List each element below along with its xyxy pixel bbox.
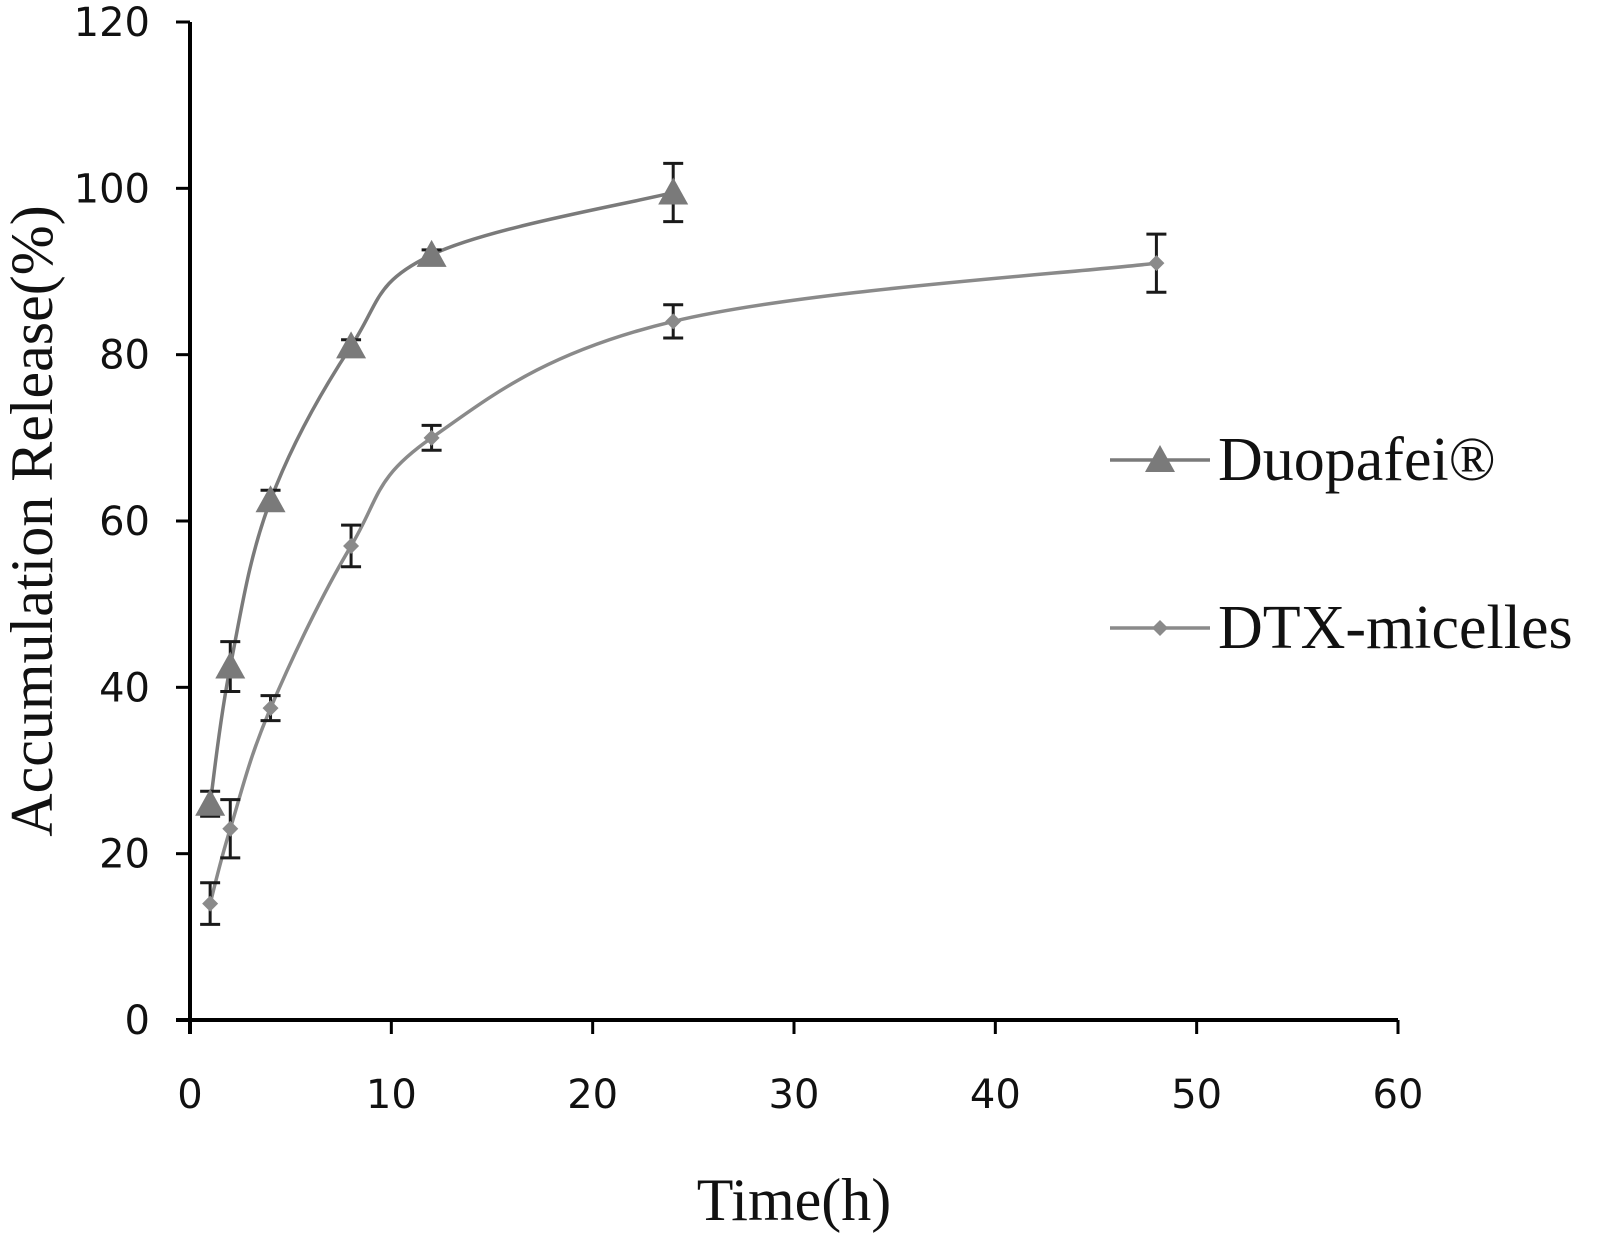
legend-marker	[1152, 620, 1168, 636]
y-tick-label: 0	[125, 998, 150, 1044]
series-2	[200, 232, 1167, 926]
y-tick-label: 40	[99, 665, 150, 711]
legend: Duopafei® DTX-micelles	[1110, 426, 1573, 662]
data-point	[416, 239, 447, 267]
x-tick-label: 20	[567, 1072, 618, 1118]
x-tick-label: 40	[970, 1072, 1021, 1118]
x-tick-label: 60	[1373, 1072, 1424, 1118]
x-axis-title: Time(h)	[697, 1167, 891, 1233]
data-point	[215, 651, 246, 679]
y-axis-title: Accumulation Release(%)	[0, 205, 65, 836]
data-point	[658, 177, 689, 205]
y-tick-label: 100	[74, 166, 150, 212]
y-tick-label: 120	[74, 0, 150, 46]
data-point	[255, 485, 286, 513]
data-point	[336, 331, 367, 359]
series-1	[195, 161, 689, 818]
axes	[176, 22, 1398, 1034]
data-point	[1148, 255, 1165, 272]
x-tick-label: 10	[366, 1072, 417, 1118]
series-line	[208, 190, 674, 805]
x-tick-label: 30	[769, 1072, 820, 1118]
series-group	[195, 161, 1167, 926]
data-point	[202, 895, 219, 912]
ticks: 0 20 40 60 80 100 120 0 10 20 30 40 50 60	[74, 0, 1424, 1118]
legend-label: DTX-micelles	[1218, 594, 1573, 662]
data-point	[665, 313, 682, 330]
data-point	[262, 700, 279, 717]
y-tick-label: 20	[99, 832, 150, 878]
data-point	[195, 788, 226, 816]
x-tick-label: 50	[1171, 1072, 1222, 1118]
legend-item: Duopafei®	[1110, 426, 1496, 494]
legend-item: DTX-micelles	[1110, 594, 1573, 662]
legend-label: Duopafei®	[1218, 426, 1496, 494]
y-tick-label: 60	[99, 499, 150, 545]
x-tick-label: 0	[177, 1072, 202, 1118]
data-point	[343, 537, 360, 554]
data-point	[222, 820, 239, 837]
data-point	[423, 429, 440, 446]
legend-marker	[1145, 445, 1175, 472]
series-line	[208, 261, 1157, 905]
y-tick-label: 80	[99, 333, 150, 379]
